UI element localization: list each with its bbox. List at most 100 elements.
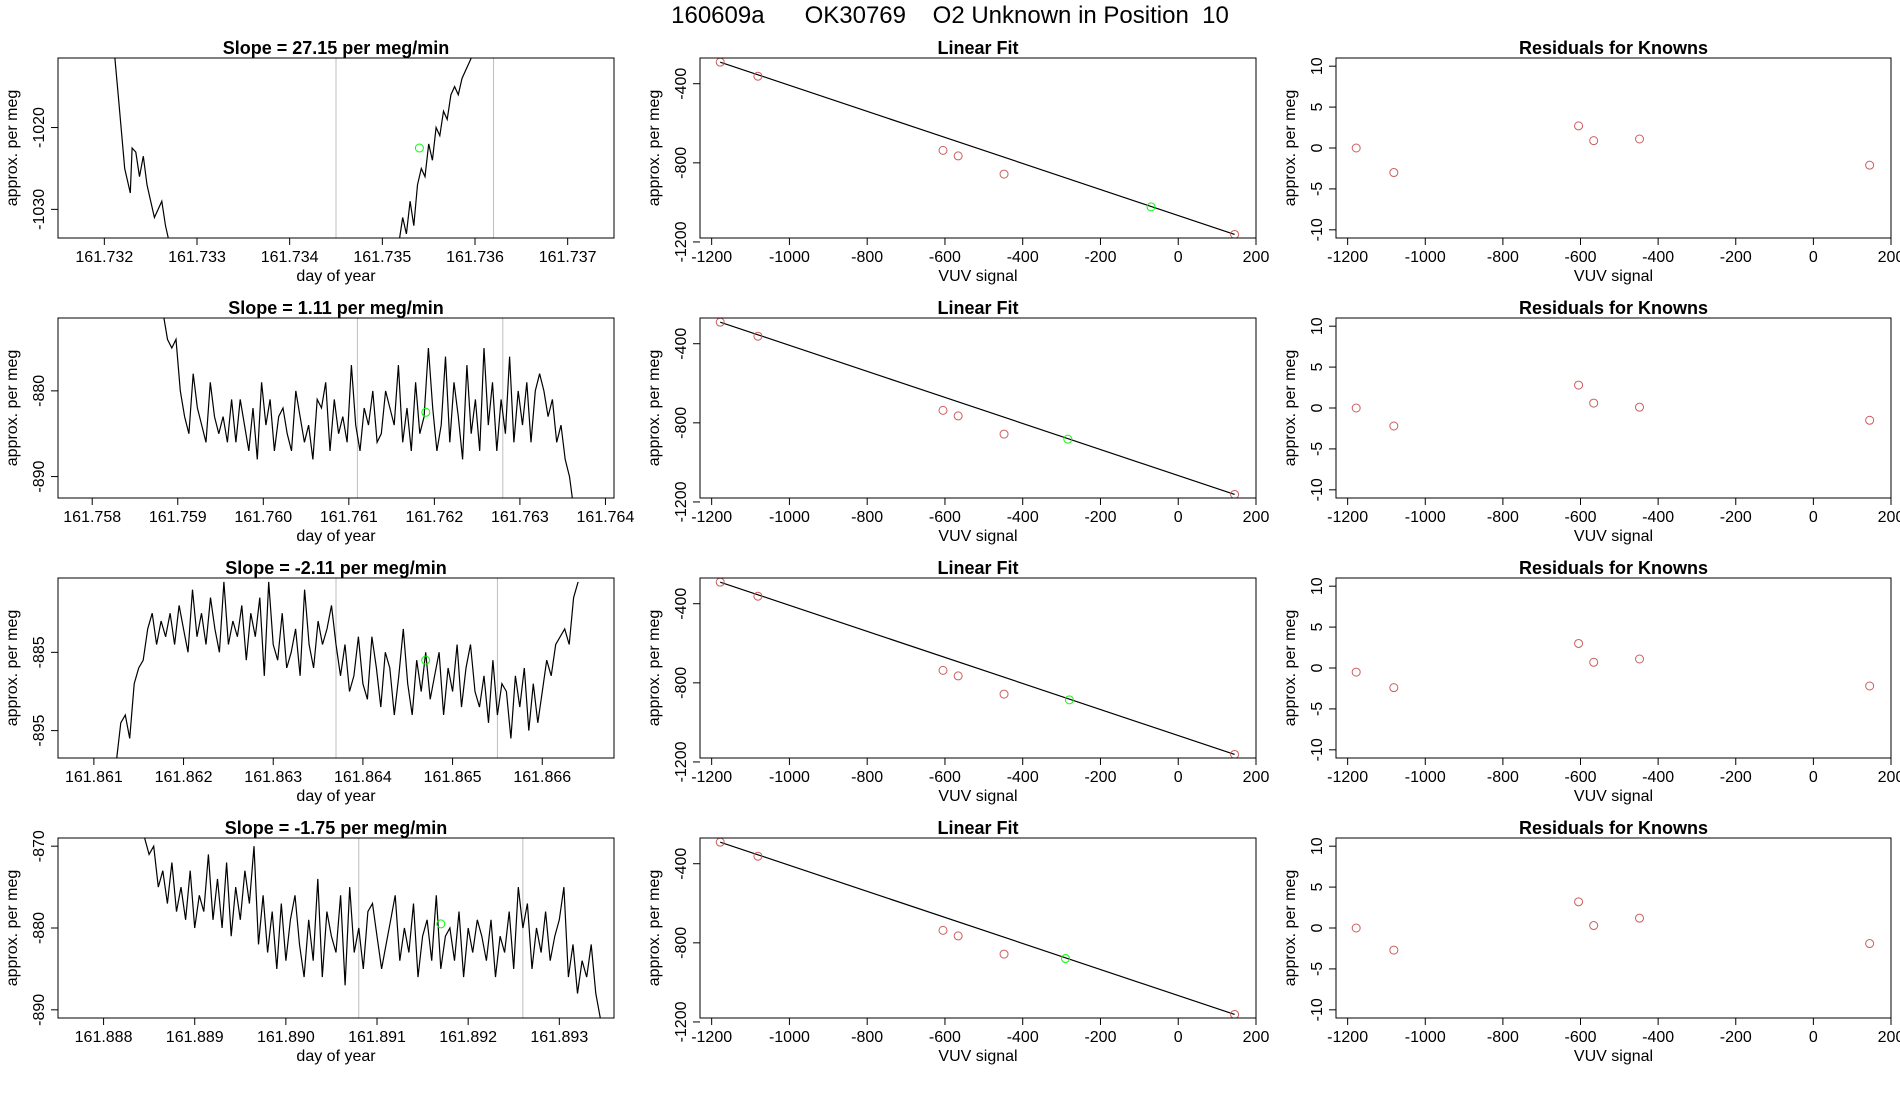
fit-line [720,321,1235,496]
panel-title: Linear Fit [937,818,1018,838]
known-point [999,689,1009,699]
x-tick-label: 161.891 [348,1029,406,1046]
x-tick-label: 0 [1174,1029,1183,1046]
y-tick-label: -5 [1309,442,1326,456]
x-tick-label: -800 [1487,509,1519,526]
panel-title: Residuals for Knowns [1519,558,1708,578]
panel-r1-linear-fit: Linear Fit VUV signal approx. per meg -1200… [646,38,1269,285]
x-tick-label: 161.888 [75,1029,133,1046]
y-axis-label: approx. per meg [4,350,21,467]
known-point [1589,921,1599,931]
x-tick-label: -1200 [1327,769,1368,786]
known-point [1389,683,1399,693]
fit-line [720,61,1235,236]
y-tick-label: -10 [1309,738,1326,761]
y-axis-label: approx. per meg [646,350,663,467]
y-tick-label: -800 [673,407,690,439]
y-tick-label: -1020 [31,107,48,148]
y-tick-label: -895 [31,714,48,746]
x-tick-label: -1000 [1405,1029,1446,1046]
panel-r2-linear-fit: Linear Fit VUV signal approx. per meg -1200… [646,298,1269,545]
known-point [1389,421,1399,431]
unknown-point [421,407,431,417]
x-tick-label: -800 [851,1029,883,1046]
y-tick-label: -5 [1309,702,1326,716]
known-point [1589,136,1599,146]
x-tick-label: -600 [929,1029,961,1046]
known-point [1865,160,1875,170]
known-point [1574,121,1584,131]
x-axis-label: VUV signal [938,788,1017,805]
panel-title: Slope = 27.15 per meg/min [223,38,450,58]
known-point [753,591,763,601]
y-axis-label: approx. per meg [646,870,663,987]
x-tick-label: -200 [1720,249,1752,266]
y-tick-label: -1200 [673,1001,690,1042]
y-tick-label: 0 [1309,663,1326,672]
x-tick-label: 161.864 [334,769,392,786]
x-tick-label: 161.732 [75,249,133,266]
x-tick-label: 200 [1878,509,1900,526]
panel-title: Slope = -1.75 per meg/min [225,818,448,838]
x-tick-label: -400 [1007,769,1039,786]
x-tick-label: 161.763 [491,509,549,526]
y-tick-label: 10 [1309,57,1326,75]
y-tick-label: -880 [31,912,48,944]
y-tick-label: -10 [1309,218,1326,241]
x-axis-label: VUV signal [1574,268,1653,285]
known-point [1865,415,1875,425]
x-tick-label: -800 [1487,249,1519,266]
plot-frame [57,837,615,1019]
y-tick-label: 0 [1309,923,1326,932]
x-tick-label: 161.892 [439,1029,497,1046]
plot-frame [699,57,1257,239]
x-tick-label: 161.761 [320,509,378,526]
y-tick-label: -10 [1309,998,1326,1021]
y-tick-label: -890 [31,994,48,1026]
unknown-point [1063,434,1073,444]
x-tick-label: -600 [1564,1029,1596,1046]
x-tick-label: -1000 [1405,249,1446,266]
y-axis-label: approx. per meg [1282,870,1299,987]
plot-area [163,318,573,498]
panel-r2-timeseries: Slope = 1.11 per meg/min day of year appro… [4,298,634,545]
y-tick-label: 5 [1309,363,1326,372]
x-tick-label: -1000 [1405,769,1446,786]
known-point [1635,913,1645,923]
x-tick-label: -1200 [691,509,732,526]
panel-r1-timeseries: Slope = 27.15 per meg/min day of year appr… [4,38,615,285]
known-point [1389,168,1399,178]
y-tick-label: -880 [31,375,48,407]
x-tick-label: -600 [929,249,961,266]
y-axis-label: approx. per meg [646,610,663,727]
x-tick-label: -1200 [691,1029,732,1046]
x-tick-label: 161.862 [155,769,213,786]
plot-frame [1335,317,1892,499]
y-axis-label: approx. per meg [4,870,21,987]
x-tick-label: -400 [1642,249,1674,266]
plot-area [1351,121,1875,178]
y-tick-label: 0 [1309,143,1326,152]
x-tick-label: -1000 [769,509,810,526]
y-tick-label: -5 [1309,182,1326,196]
panel-r4-linear-fit: Linear Fit VUV signal approx. per meg -1200… [646,818,1269,1065]
x-tick-label: 200 [1878,249,1900,266]
panel-r2-residuals: Residuals for Knowns VUV signal approx. pe… [1282,298,1900,545]
y-tick-label: 5 [1309,103,1326,112]
x-tick-label: -400 [1642,509,1674,526]
y-tick-label: 0 [1309,403,1326,412]
known-point [1230,489,1240,498]
y-axis-label: approx. per meg [4,610,21,727]
x-axis-label: VUV signal [1574,788,1653,805]
plot-area [1351,897,1875,955]
known-point [938,145,948,155]
panel-title: Residuals for Knowns [1519,298,1708,318]
panel-r3-linear-fit: Linear Fit VUV signal approx. per meg -1200… [646,558,1269,805]
known-point [1635,134,1645,144]
panel-r1-residuals: Residuals for Knowns VUV signal approx. pe… [1282,38,1900,285]
x-tick-label: 161.890 [257,1029,315,1046]
x-tick-label: 161.760 [234,509,292,526]
x-tick-label: -200 [1720,509,1752,526]
y-tick-label: 10 [1309,317,1326,335]
x-tick-label: 0 [1809,769,1818,786]
